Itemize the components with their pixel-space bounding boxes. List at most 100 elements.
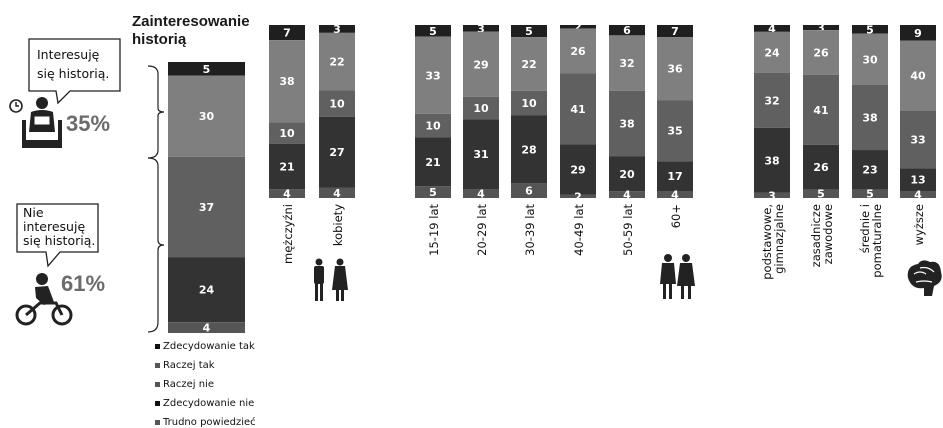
bar-g3-2-seg-3: [803, 74, 839, 145]
category-label-g1-1: mężczyźni: [281, 204, 295, 264]
bar-g2-4-label-5: 2: [574, 190, 582, 203]
bar-g3-2-seg-1: [803, 25, 839, 31]
category-label-g3-2: zasadniczezawodowe: [809, 204, 835, 267]
bar-g2-2-label-5: 4: [477, 188, 485, 201]
bar-g1-1-seg-1: [269, 25, 305, 41]
bar-g3-1-label-4: 38: [764, 154, 779, 167]
bar-g3-1-seg-1: [754, 25, 790, 32]
bar-g2-2-seg-5: [463, 189, 499, 198]
bar-g2-1-seg-2: [415, 36, 451, 114]
bar-g2-4-label-3: 41: [570, 103, 585, 116]
bar-g2-3-label-1: 5: [525, 25, 533, 38]
bar-g3-4-label-3: 33: [910, 133, 925, 146]
bar-g2-2-seg-3: [463, 96, 499, 120]
legend-label-3: Raczej nie: [163, 379, 214, 390]
bar-g2-5-seg-4: [609, 156, 645, 192]
bar-g2-3-label-2: 22: [521, 58, 536, 71]
bar-g2-4-seg-4: [560, 144, 596, 195]
legend-swatch-2: [155, 363, 160, 368]
bar-g1-2-seg-4: [319, 116, 355, 188]
overall-bar-label-5: 4: [203, 322, 211, 335]
bar-g1-2-seg-2: [319, 32, 355, 91]
legend-label-4: Zdecydowanie nie: [163, 398, 254, 409]
legend-swatch-3: [155, 382, 160, 387]
not-interested-line1: Nie: [23, 205, 44, 220]
bar-g3-1-seg-4: [754, 127, 790, 193]
clock-icon: [9, 99, 23, 113]
bar-g2-6-seg-4: [657, 161, 693, 192]
bar-g2-2-seg-1: [463, 25, 499, 32]
bar-g1-1-seg-4: [269, 143, 305, 190]
bar-g3-1-label-5: 3: [768, 189, 776, 202]
bar-g3-3-label-3: 38: [862, 111, 877, 124]
bar-g2-6-seg-2: [657, 37, 693, 101]
bar-g2-1-label-5: 5: [429, 186, 437, 199]
bar-g2-4-seg-1: [560, 25, 596, 29]
bar-g3-1-seg-5: [754, 192, 790, 198]
bar-g3-2-label-5: 5: [817, 188, 825, 201]
category-label-g1-2: kobiety: [331, 204, 345, 246]
bar-g3-4-seg-4: [900, 168, 936, 192]
bar-g1-2-label-5: 4: [333, 187, 341, 200]
bar-g3-3-label-1: 5: [866, 23, 874, 36]
bar-g3-2-label-3: 41: [813, 104, 828, 117]
bar-g1-2-label-1: 3: [333, 23, 341, 36]
bar-g3-3-seg-2: [852, 33, 888, 85]
motorcyclist-icon: [15, 273, 73, 326]
bar-g2-1-seg-1: [415, 25, 451, 37]
category-label-g3-1: podstawowe,gimnazjalne: [760, 204, 786, 280]
bar-g1-1-label-5: 4: [283, 188, 291, 201]
bar-g2-6-label-1: 7: [671, 25, 679, 38]
bar-g3-1-seg-2: [754, 31, 790, 73]
category-label-g3-4: wyższe: [912, 204, 926, 245]
bar-g2-6-label-4: 17: [667, 170, 682, 183]
bar-g2-6-label-3: 35: [667, 125, 682, 138]
bar-g2-2-seg-2: [463, 31, 499, 97]
man-woman-icon: [314, 258, 348, 301]
legend-label-1: Zdecydowanie tak: [163, 341, 255, 352]
bar-g1-2-seg-3: [319, 90, 355, 117]
bar-g2-6-label-2: 36: [667, 63, 683, 76]
bar-g2-2-label-3: 10: [473, 102, 489, 115]
bar-g2-3-label-5: 6: [525, 185, 533, 198]
person-reading-icon: [22, 97, 62, 148]
legend-label-5: Trudno powiedzieć: [162, 416, 256, 428]
bar-g3-4-label-2: 40: [910, 70, 926, 83]
legend-swatch-4: [155, 401, 160, 406]
interested-bubble-line1: Interesuję: [37, 47, 100, 62]
bar-g2-6-seg-3: [657, 100, 693, 162]
bar-g3-2-label-2: 26: [813, 46, 829, 59]
category-label-g2-1: 15-19 lat: [427, 204, 441, 256]
bar-g2-6-seg-5: [657, 191, 693, 198]
bar-g3-4-seg-5: [900, 191, 936, 198]
bar-g2-2-label-1: 3: [477, 22, 485, 35]
bar-g2-3-label-4: 28: [521, 143, 536, 156]
bar-g3-3-seg-5: [852, 189, 888, 198]
overall-bar-seg-5: [168, 322, 245, 333]
bar-g2-5-seg-5: [609, 191, 645, 198]
legend-label-2: Raczej tak: [163, 360, 215, 371]
bar-g1-1-label-2: 38: [279, 75, 294, 88]
not-interested-line3: się historią.: [23, 233, 95, 248]
bar-g3-1-label-2: 24: [764, 46, 780, 59]
bar-g2-2-label-4: 31: [473, 148, 488, 161]
bar-g3-3-seg-3: [852, 84, 888, 151]
category-label-g2-4: 40-49 lat: [572, 204, 586, 256]
bar-g2-5-seg-2: [609, 35, 645, 91]
bar-g2-3-seg-1: [511, 25, 547, 38]
brain-icon: [907, 260, 942, 296]
overall-bar-seg-1: [168, 62, 245, 76]
bar-g1-2-label-2: 22: [329, 56, 344, 69]
bar-g3-4-seg-2: [900, 40, 936, 111]
bar-g3-2-seg-4: [803, 144, 839, 190]
bar-g2-5-label-1: 6: [623, 24, 631, 37]
bar-g3-3-label-4: 23: [862, 164, 877, 177]
bar-g2-1-seg-3: [415, 113, 451, 138]
legend-swatch-1: [155, 344, 160, 349]
bar-g2-1-seg-5: [415, 186, 451, 198]
not-interested-percent: 61%: [61, 271, 105, 296]
bar-g1-1-seg-3: [269, 122, 305, 144]
bars-layer: 5303724473810214mężczyźni32210274kobiety…: [168, 21, 936, 335]
two-women-icon: [660, 254, 695, 299]
